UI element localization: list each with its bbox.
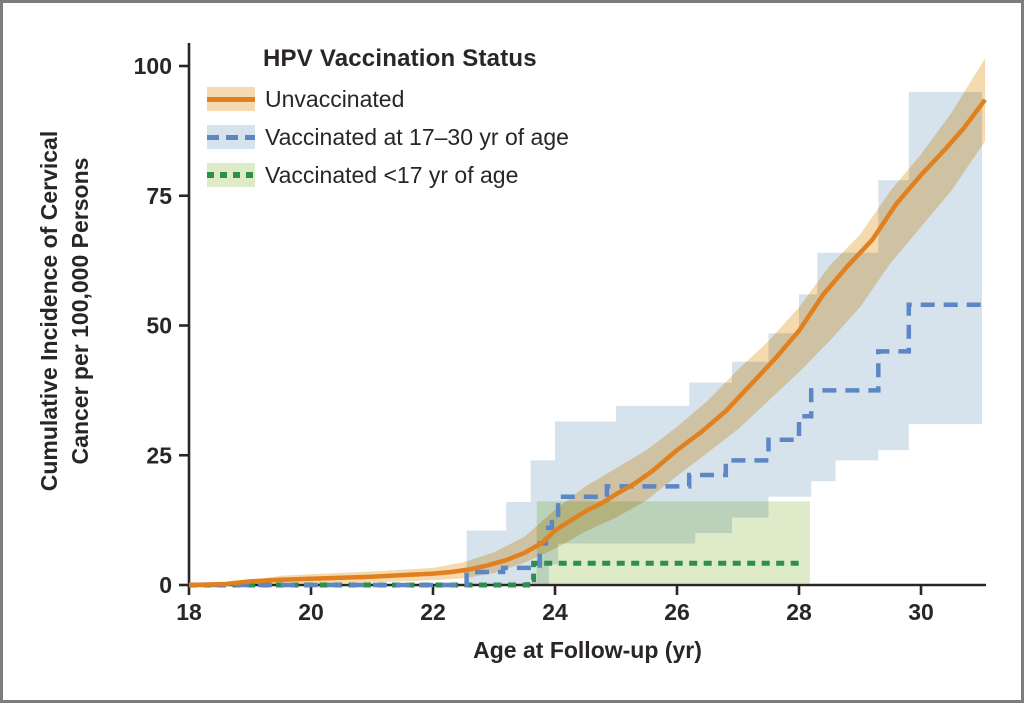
legend-item-unvaccinated: Unvaccinated: [207, 83, 569, 115]
vaccinated-17-30-line-icon: [207, 134, 255, 140]
legend-item-vaccinated-17-30: Vaccinated at 17–30 yr of age: [207, 121, 569, 153]
unvaccinated-line-icon: [207, 96, 255, 102]
chart-legend: HPV Vaccination Status Unvaccinated Vacc…: [207, 45, 569, 197]
y-axis-title: Cumulative Incidence of Cervical Cancer …: [34, 41, 96, 581]
y-axis-title-line2: Cancer per 100,000 Persons: [67, 157, 93, 465]
y-tick-label: 50: [146, 313, 172, 339]
chart-canvas: 18 20 22 24 26 28 30 0 25 50 75 100: [134, 43, 987, 625]
x-tick-label: 30: [908, 599, 934, 625]
curve-series-0: [188, 98, 987, 588]
x-axis-title: Age at Follow-up (yr): [473, 637, 702, 663]
band-series-1: [466, 91, 983, 586]
unvaccinated-swatch-icon: [207, 87, 255, 111]
legend-label-unvaccinated: Unvaccinated: [265, 85, 405, 112]
y-axis-title-line1: Cumulative Incidence of Cervical: [35, 130, 62, 492]
legend-label-vaccinated-under-17: Vaccinated <17 yr of age: [265, 161, 519, 188]
y-tick-label: 0: [159, 572, 172, 598]
x-tick-label: 18: [176, 599, 202, 625]
y-tick-label: 25: [146, 442, 172, 468]
x-tick-label: 26: [664, 599, 690, 625]
x-tick-label: 28: [786, 599, 812, 625]
y-tick-label: 75: [146, 183, 172, 209]
curve-series-2: [189, 560, 806, 588]
x-tick-label: 22: [420, 599, 446, 625]
x-tick-label: 20: [298, 599, 324, 625]
legend-item-vaccinated-under-17: Vaccinated <17 yr of age: [207, 159, 569, 191]
y-tick-label: 100: [134, 53, 172, 79]
curve-series-1: [189, 302, 986, 588]
legend-title: HPV Vaccination Status: [263, 45, 537, 72]
x-tick-label: 24: [542, 599, 568, 625]
vaccinated-under-17-swatch-icon: [207, 163, 255, 187]
vaccinated-under-17-line-icon: [207, 172, 255, 178]
vaccinated-17-30-swatch-icon: [207, 125, 255, 149]
curves: [188, 98, 987, 588]
axes: 18 20 22 24 26 28 30 0 25 50 75 100: [134, 43, 986, 625]
legend-label-vaccinated-17-30: Vaccinated at 17–30 yr of age: [265, 123, 569, 150]
